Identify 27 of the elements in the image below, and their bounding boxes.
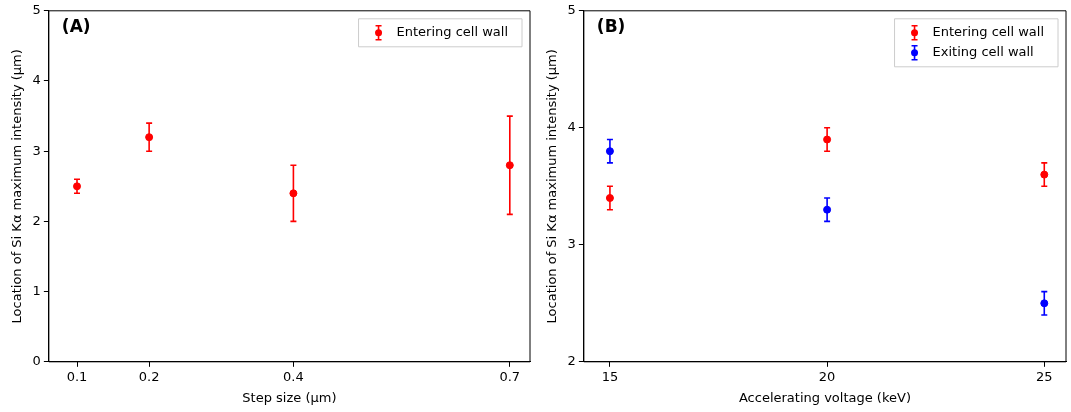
y-tick-label: 4	[567, 119, 576, 135]
y-axis-title: Location of Si Kα maximum intensity (μm)	[9, 49, 25, 324]
x-tick-label: 25	[1036, 368, 1053, 384]
annotation: (B)	[596, 15, 626, 36]
x-tick-label: 0.7	[499, 368, 521, 384]
y-tick-label: 3	[567, 236, 576, 252]
legend-label: Entering cell wall	[396, 24, 508, 40]
y-tick-label: 2	[567, 353, 576, 369]
y-tick-label: 3	[32, 142, 41, 158]
x-axis-title: Step size (μm)	[242, 389, 337, 405]
x-tick-label: 20	[818, 368, 836, 384]
x-tick-label: 0.1	[66, 368, 88, 384]
legend-label: Exiting cell wall	[932, 44, 1034, 60]
x-tick-label: 0.4	[283, 368, 304, 384]
point	[289, 189, 298, 198]
y-tick-label: 1	[32, 282, 41, 298]
y-tick-label: 4	[32, 72, 41, 88]
y-tick-label: 5	[567, 2, 576, 18]
annotation: (A)	[61, 15, 91, 36]
x-tick-label: 0.2	[138, 368, 160, 384]
x-tick-label: 15	[601, 368, 619, 384]
legend-label: Entering cell wall	[932, 24, 1044, 40]
y-axis-title: Location of Si Kα maximum intensity (μm)	[544, 49, 560, 324]
y-tick-label: 0	[32, 353, 41, 369]
y-tick-label: 5	[32, 2, 41, 18]
y-tick-label: 2	[32, 212, 41, 228]
x-axis-title: Accelerating voltage (keV)	[738, 389, 911, 405]
